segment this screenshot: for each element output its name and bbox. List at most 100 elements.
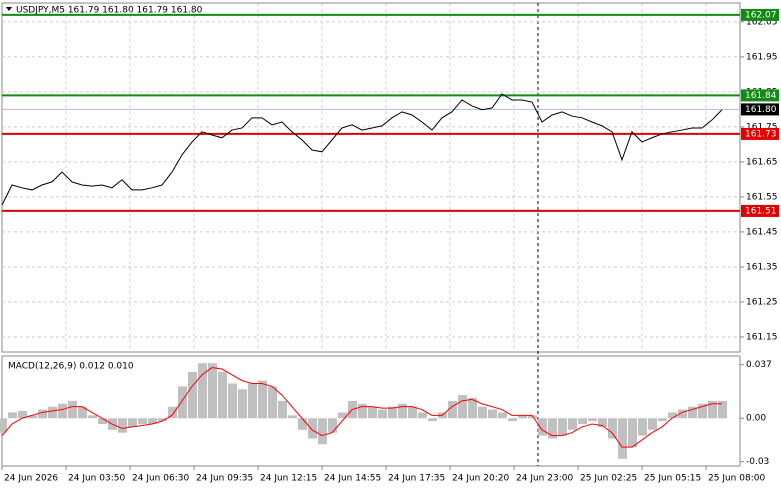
current-price-label: 161.80 [745,105,777,115]
main-frame [1,2,741,353]
histogram-bar [548,418,557,439]
histogram-bar [458,395,467,419]
macd-frame [1,355,741,467]
histogram-bar [258,380,267,419]
histogram-bar [638,418,647,436]
histogram-bar [168,406,177,419]
signal-line [1,367,722,448]
x-tick-label: 24 Jun 2026 [4,474,58,484]
histogram-bar [658,418,667,422]
histogram-bar [78,406,87,419]
histogram-bar [238,389,247,419]
histogram-bar [338,412,347,419]
histogram-bar [178,386,187,419]
current-price-box [741,103,779,116]
y-tick-label: 161.55 [746,192,778,202]
histogram-bar [38,409,47,419]
histogram-bar [318,418,327,445]
histogram-bar [148,418,157,425]
histogram-bar [358,403,367,419]
histogram-bar [388,406,397,419]
histogram-bar [708,400,717,419]
histogram-bar [568,418,577,430]
level-label-box [741,127,779,140]
histogram-bar [118,418,127,433]
histogram-bar [28,415,37,419]
level-label: 161.51 [745,206,777,216]
x-tick-label: 25 Jun 08:00 [708,474,765,484]
histogram-bar [448,400,457,419]
x-tick-label: 24 Jun 23:00 [516,474,573,484]
histogram-bar [208,363,217,419]
level-label-box [741,8,779,21]
histogram-bar [98,418,107,425]
symbol-arrow [6,7,12,11]
x-tick-label: 24 Jun 17:35 [388,474,445,484]
histogram-bar [88,415,97,419]
histogram-bar [298,418,307,430]
histogram-bar [268,386,277,419]
histogram-bar [188,371,197,419]
histogram-bar [228,383,237,419]
histogram-bar [378,409,387,419]
x-tick-label: 24 Jun 20:20 [452,474,509,484]
histogram-bar [58,403,67,419]
histogram-bar [0,418,7,433]
histogram-bar [8,412,17,419]
level-label: 161.84 [745,91,777,101]
histogram-bar [128,418,137,427]
histogram-bar [538,418,547,436]
y-tick-label: 161.65 [746,157,778,167]
x-tick-label: 24 Jun 14:55 [324,474,381,484]
histogram-bar [308,418,317,439]
histogram-bar [518,415,527,419]
histogram-bar [698,403,707,419]
histogram-bar [428,418,437,422]
x-tick-label: 24 Jun 12:15 [260,474,317,484]
y-tick-label: 161.15 [746,332,778,342]
histogram-bar [288,415,297,419]
histogram-bar [218,371,227,419]
histogram-bar [328,418,337,433]
histogram-bar [488,409,497,419]
histogram-bar [468,397,477,419]
x-tick-label: 25 Jun 05:15 [644,474,701,484]
histogram-bar [368,406,377,419]
price-line [1,93,723,206]
histogram-bar [668,412,677,419]
level-label-box [741,204,779,217]
histogram-bar [418,412,427,419]
histogram-bar [588,418,597,422]
histogram-bar [158,418,167,422]
x-tick-label: 24 Jun 09:35 [196,474,253,484]
y-tick-label: 161.35 [746,262,778,272]
histogram-bar [598,418,607,427]
y-tick-label: 161.45 [746,227,778,237]
histogram-bar [508,418,517,422]
histogram-bar [68,400,77,419]
histogram-bar [578,418,587,425]
histogram-bar [248,383,257,419]
y-tick-label: 162.05 [746,17,778,27]
histogram-bar [628,418,637,448]
y-tick-label: 0.037 [746,360,772,370]
y-tick-label: 161.25 [746,297,778,307]
histogram-bar [608,418,617,439]
histogram-bar [678,409,687,419]
x-tick-label: 24 Jun 03:50 [68,474,125,484]
x-tick-label: 24 Jun 06:30 [132,474,189,484]
y-tick-label: 0.00 [746,414,766,424]
histogram-bar [558,418,567,436]
histogram-bar [198,363,207,419]
histogram-bar [48,406,57,419]
histogram-bar [398,403,407,419]
level-label: 162.07 [745,10,777,20]
x-tick-label: 25 Jun 02:25 [580,474,637,484]
y-tick-label: 161.95 [746,52,778,62]
histogram-bar [278,400,287,419]
histogram-bar [18,411,27,419]
level-label: 161.73 [745,129,777,139]
histogram-bar [688,406,697,419]
histogram-bar [138,418,147,425]
